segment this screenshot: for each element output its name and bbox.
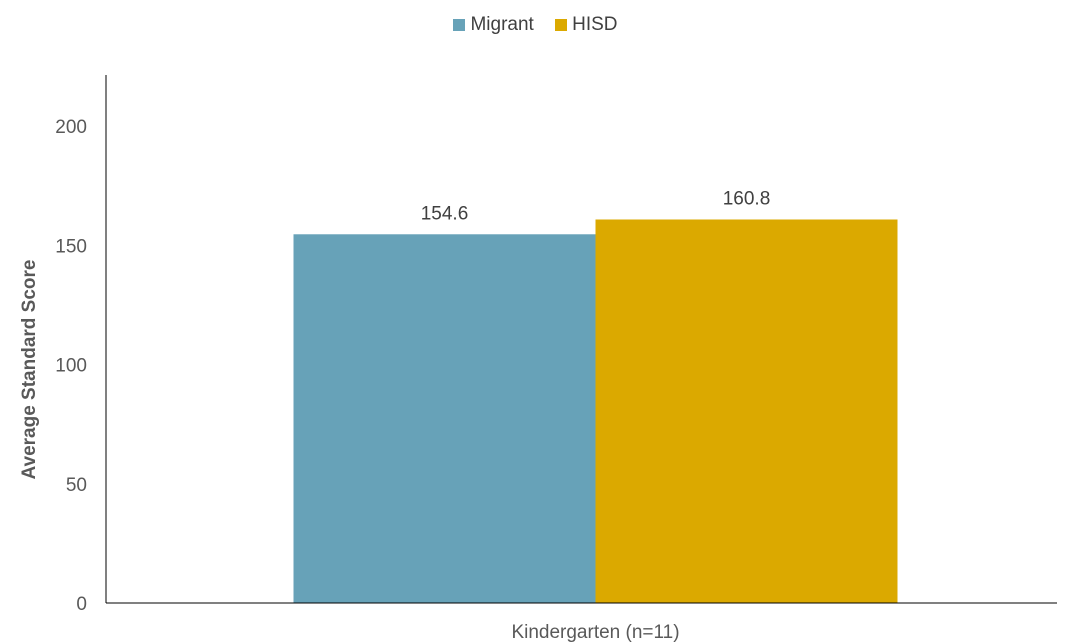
bar-hisd [595,219,898,603]
y-tick-label-100: 100 [55,356,87,377]
legend-item-migrant: Migrant [453,14,534,36]
legend-swatch-hisd [555,19,568,31]
y-axis-ticks: 0 50 100 150 200 [55,117,87,615]
y-tick-label-0: 0 [76,594,87,615]
data-label-migrant: 154.6 [421,203,469,224]
legend-label-hisd: HISD [572,14,618,35]
legend-swatch-migrant [453,19,466,31]
data-labels: 154.6 160.8 [421,188,771,224]
legend-label-migrant: Migrant [470,14,534,35]
legend: Migrant HISD [0,14,1071,37]
bars [293,219,898,604]
y-tick-label-150: 150 [55,236,87,257]
data-label-hisd: 160.8 [723,188,771,209]
y-tick-label-200: 200 [55,117,87,138]
y-tick-label-50: 50 [66,475,87,496]
x-category-label: Kindergarten (n=11) [511,622,679,643]
bar-migrant [293,234,596,604]
legend-item-hisd: HISD [555,14,618,36]
y-axis-title: Average Standard Score [19,260,40,480]
